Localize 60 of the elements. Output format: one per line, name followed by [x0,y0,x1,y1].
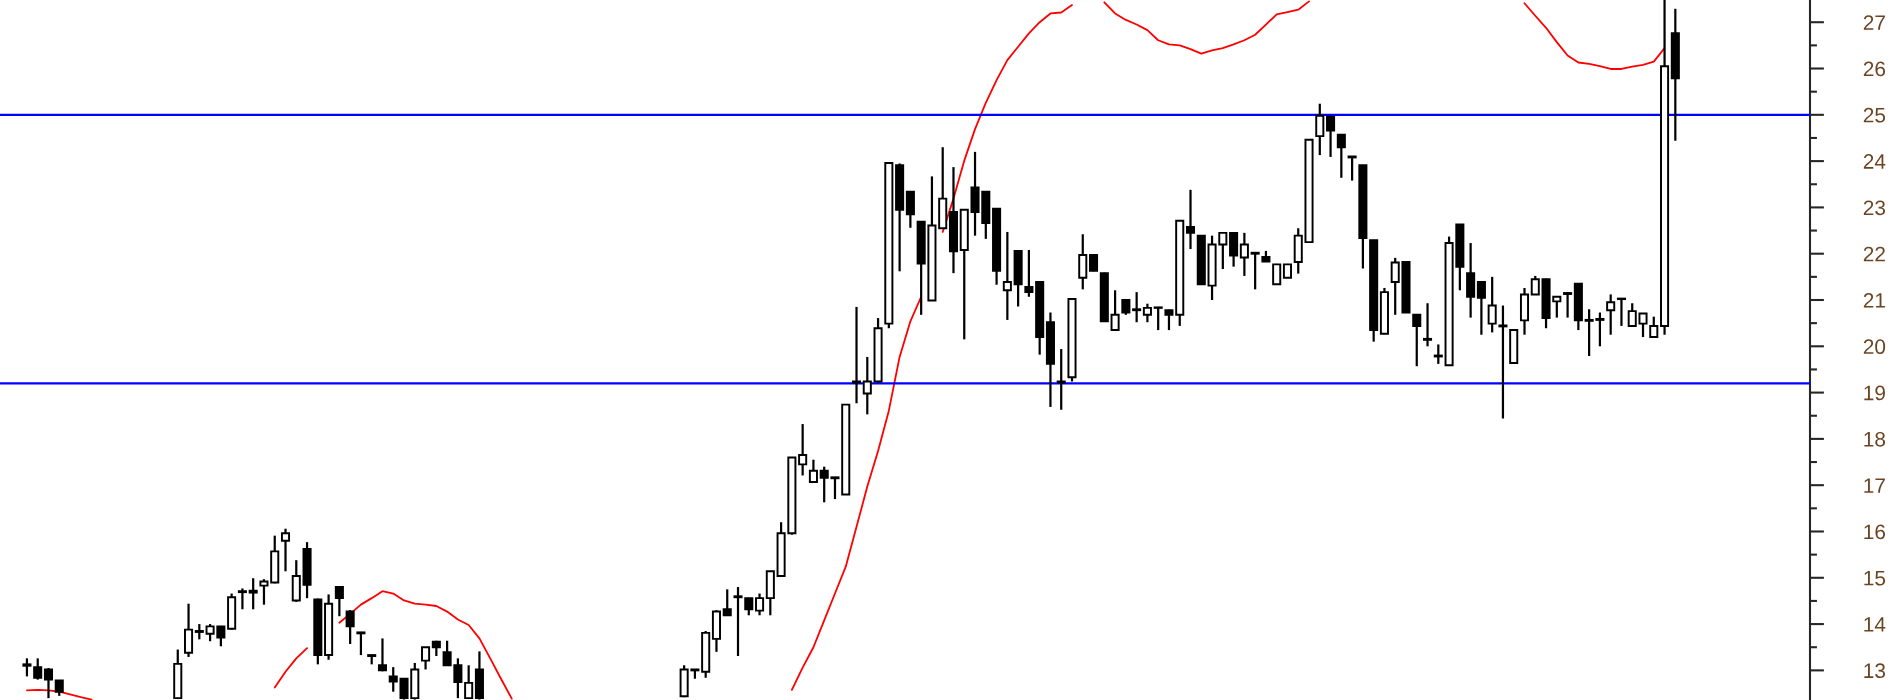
candlestick [280,527,291,573]
y-tick-label: 22 [1863,246,1885,262]
candlestick [1078,233,1088,291]
candlestick [1466,241,1476,319]
candlestick [1185,188,1196,251]
y-tick-label: 27 [1863,15,1885,30]
candlestick [1024,248,1034,298]
candlestick [33,657,43,681]
candlestick [1476,280,1486,336]
candlestick [334,585,344,618]
candlestick [421,646,431,671]
y-tick-label: 21 [1863,293,1885,308]
candlestick [1239,231,1249,278]
candlestick [248,577,258,611]
candlestick [1142,302,1152,324]
candlestick [1336,133,1346,179]
y-tick-label: 26 [1863,61,1886,77]
candlestick [1649,315,1659,339]
candlestick [1132,291,1142,324]
candlestick [1250,251,1260,291]
candlestick [798,422,808,477]
y-tick-label: 18 [1864,431,1886,447]
candlestick [1153,305,1163,332]
candlestick [184,602,194,659]
candlestick [1164,308,1174,332]
candlestick [1272,262,1282,286]
candlestick [345,609,355,646]
y-tick-label: 16 [1864,524,1886,540]
y-tick-label: 15 [1864,570,1886,586]
candlestick [905,190,915,229]
candlestick [1616,297,1626,328]
y-tick-label: 20 [1863,339,1886,355]
candlestick [1606,293,1616,336]
candlestick [237,587,247,611]
candlestick [464,664,474,700]
candlestick [1315,102,1325,157]
candlestick [862,355,872,416]
y-tick-label: 17 [1864,478,1885,493]
candlestick [1002,230,1012,322]
candlestick [1530,274,1540,297]
candlestick [22,657,32,678]
candlestick [755,592,765,617]
candlestick [1110,289,1120,332]
y-tick-label: 14 [1864,617,1886,632]
candlestick [1412,313,1422,368]
candlestick [43,666,54,700]
candlestick [356,630,366,657]
candlestick [1229,231,1239,268]
candlestick [1563,291,1573,319]
y-tick-label: 23 [1863,200,1886,216]
candlestick [1326,115,1336,159]
y-tick-label: 13 [1864,663,1886,679]
candlestick [808,458,818,484]
candlestick [259,578,269,606]
y-tick-label: 19 [1864,385,1885,401]
candlestick [377,637,387,673]
candlestick [1423,302,1433,348]
y-tick-label: 25 [1863,107,1886,123]
candlestick [722,588,732,617]
y-tick-label: 24 [1863,154,1886,169]
